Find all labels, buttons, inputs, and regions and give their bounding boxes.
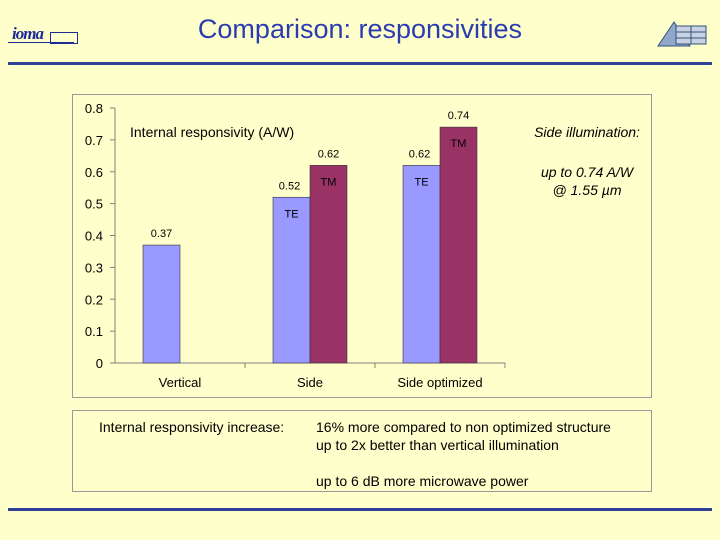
data-label: 0.52 (279, 180, 300, 192)
data-label: 0.62 (409, 148, 430, 160)
logo-text: ioma (12, 24, 44, 43)
x-category-label: Side optimized (397, 375, 482, 390)
header-rule (8, 62, 712, 65)
side-note-line1: up to 0.74 A/W (540, 164, 634, 180)
series-label-te: TE (414, 176, 428, 188)
y-tick-label: 0.2 (85, 292, 103, 307)
bar-tm (309, 165, 348, 364)
y-tick-label: 0.1 (85, 324, 103, 339)
footer-rule (8, 508, 712, 511)
y-tick-label: 0.6 (85, 165, 103, 180)
y-tick-label: 0.8 (85, 101, 103, 116)
bar-te (142, 244, 181, 364)
x-category-label: Vertical (159, 375, 202, 390)
data-label: 0.74 (448, 110, 469, 122)
x-category-label: Side (297, 375, 323, 390)
y-tick-label: 0.4 (85, 229, 103, 244)
y-tick-label: 0 (96, 356, 103, 371)
page-title: Comparison: responsivities (197, 14, 523, 44)
side-note-line2: @ 1.55 µm (552, 182, 622, 198)
series-label-tm: TM (321, 176, 337, 188)
summary-box: Internal responsivity increase: 16% more… (72, 410, 652, 492)
y-tick-label: 0.5 (85, 197, 103, 212)
side-note-heading: Side illumination: (534, 124, 640, 140)
logo: ioma (12, 24, 44, 44)
summary-line1: 16% more compared to non optimized struc… (316, 419, 611, 435)
logo-underline (8, 42, 74, 43)
y-tick-label: 0.3 (85, 260, 103, 275)
logo-box (50, 32, 78, 44)
summary-line2: up to 2x better than vertical illuminati… (316, 437, 559, 453)
bar-te (402, 165, 441, 364)
summary-line3: up to 6 dB more microwave power (316, 473, 529, 489)
y-tick-label: 0.7 (85, 133, 103, 148)
series-label-te: TE (284, 208, 298, 220)
bar-te (272, 196, 311, 364)
bar-tm (439, 126, 478, 364)
institute-emblem-icon (657, 21, 707, 47)
data-label: 0.62 (318, 148, 339, 160)
chart-title: Internal responsivity (A/W) (130, 124, 294, 140)
summary-label: Internal responsivity increase: (99, 419, 285, 435)
series-label-tm: TM (451, 138, 467, 150)
data-label: 0.37 (151, 228, 172, 240)
